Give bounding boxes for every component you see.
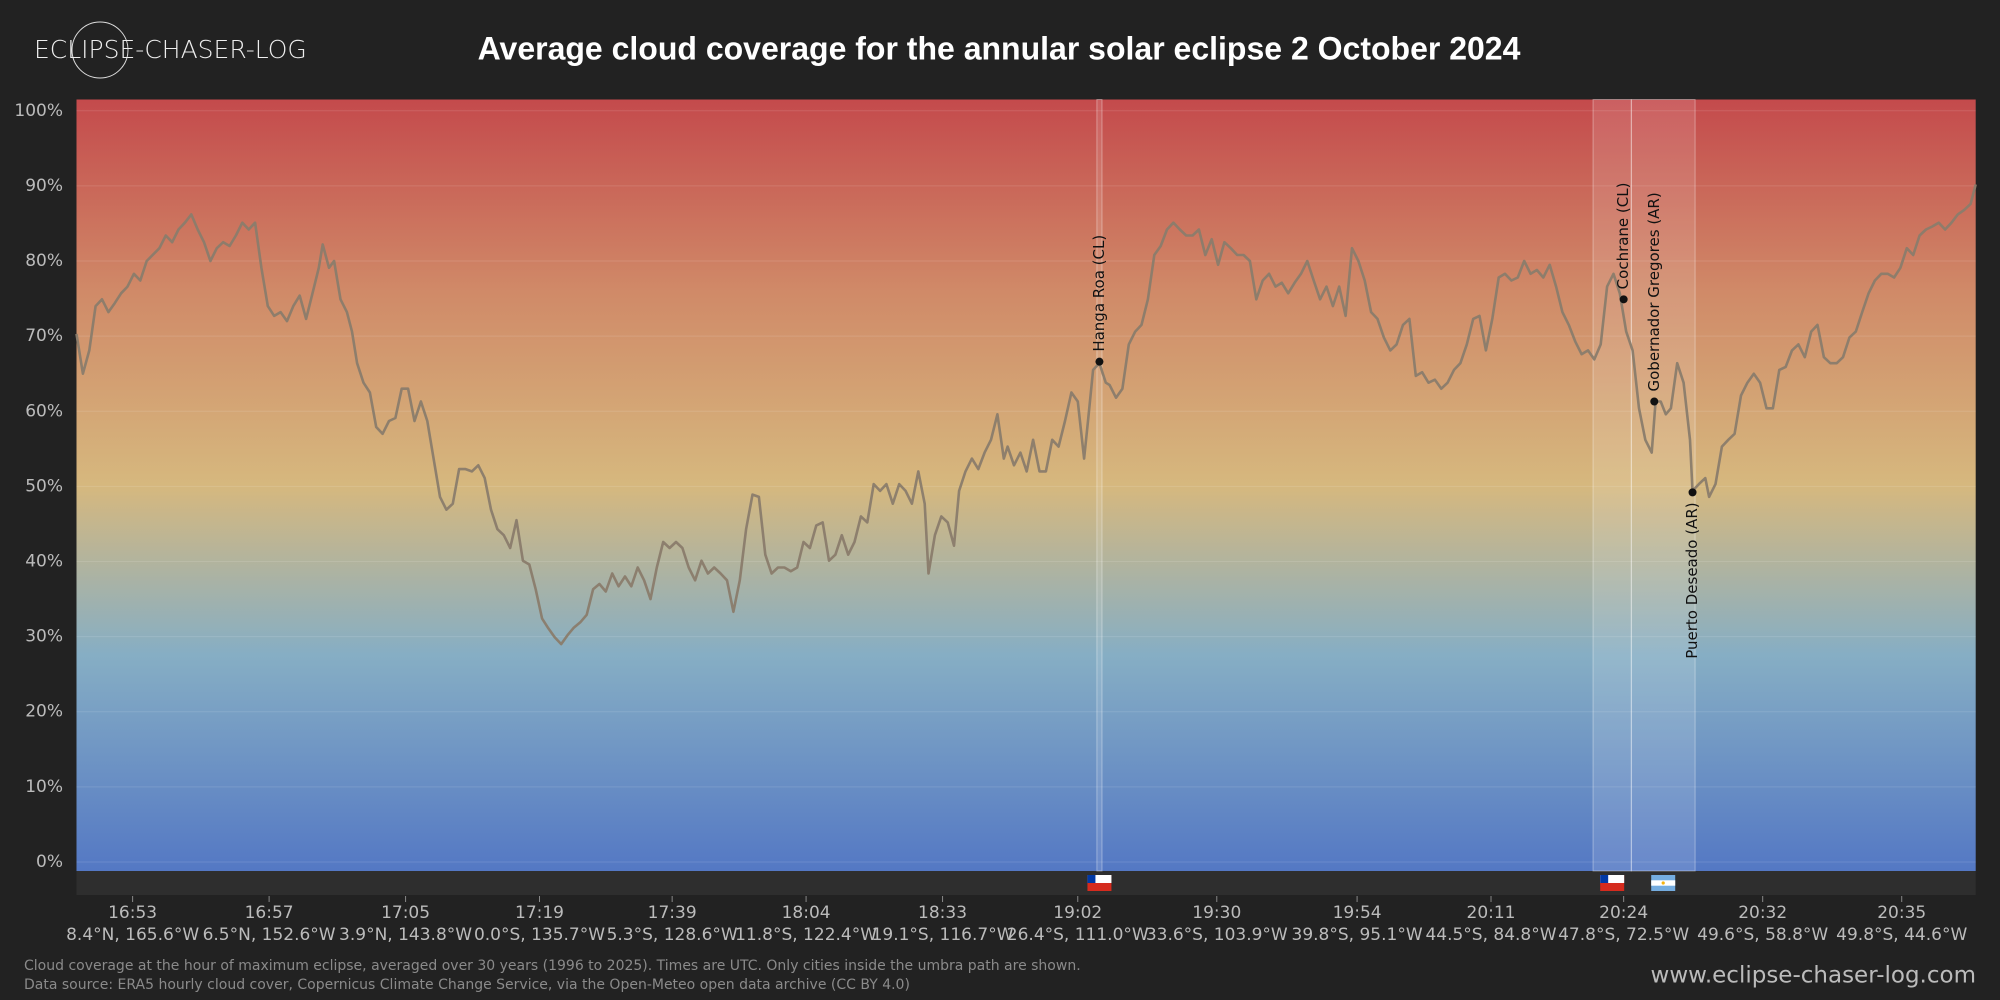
- x-tick-label: 18:04: [782, 903, 831, 923]
- flag: [1661, 881, 1665, 885]
- flag-strip: [76, 871, 1976, 895]
- x-tick-label: 20:11: [1467, 903, 1516, 923]
- y-tick-label: 90%: [25, 176, 63, 196]
- x-tick-label: 20:24: [1599, 903, 1648, 923]
- x-tick-label: 19:30: [1192, 903, 1241, 923]
- x-tick-sublabel: 49.8°S, 44.6°W: [1836, 925, 1967, 945]
- x-tick-label: 17:19: [515, 903, 564, 923]
- flag: [1600, 875, 1625, 883]
- y-tick-label: 20%: [25, 702, 63, 722]
- x-tick-sublabel: 3.9°N, 143.8°W: [339, 925, 472, 945]
- x-tick-label: 18:33: [918, 903, 967, 923]
- x-tick-label: 19:54: [1333, 903, 1382, 923]
- cloud-line: [75, 184, 1977, 646]
- x-tick-sublabel: 47.8°S, 72.5°W: [1558, 925, 1689, 945]
- y-tick-label: 60%: [25, 401, 63, 421]
- y-tick-label: 10%: [25, 777, 63, 797]
- x-tick-sublabel: 5.3°S, 128.6°W: [607, 925, 738, 945]
- x-tick-label: 17:05: [381, 903, 430, 923]
- x-tick-label: 19:02: [1053, 903, 1102, 923]
- x-tick-label: 16:57: [245, 903, 294, 923]
- y-tick-label: 70%: [25, 326, 63, 346]
- y-tick-label: 50%: [25, 476, 63, 496]
- umbra-region: [1096, 99, 1103, 872]
- x-tick-sublabel: 33.6°S, 103.9°W: [1146, 925, 1288, 945]
- x-tick-sublabel: 19.1°S, 116.7°W: [872, 925, 1014, 945]
- y-tick-label: 30%: [25, 627, 63, 647]
- city-label: Gobernador Gregores (AR): [1645, 192, 1663, 391]
- x-tick-label: 20:35: [1877, 903, 1926, 923]
- footer-note: Cloud coverage at the hour of maximum ec…: [24, 958, 1081, 974]
- flag: [1087, 875, 1096, 883]
- logo-ring: [71, 21, 129, 79]
- flag: [1600, 875, 1609, 883]
- footer-note: Data source: ERA5 hourly cloud cover, Co…: [24, 977, 910, 993]
- x-tick-sublabel: 39.8°S, 95.1°W: [1292, 925, 1423, 945]
- y-tick-label: 0%: [36, 852, 63, 872]
- city-point: [1095, 357, 1104, 366]
- y-tick-label: 40%: [25, 551, 63, 571]
- x-tick-sublabel: 8.4°N, 165.6°W: [66, 925, 199, 945]
- y-tick-label: 80%: [25, 251, 63, 271]
- umbra-region: [1592, 99, 1632, 872]
- url: www.eclipse-chaser-log.com: [1651, 963, 1976, 989]
- x-tick-sublabel: 49.6°S, 58.8°W: [1697, 925, 1828, 945]
- x-tick-sublabel: 44.5°S, 84.8°W: [1425, 925, 1556, 945]
- region-flag: [1600, 875, 1625, 891]
- city-point: [1688, 488, 1697, 497]
- chart-title: Average cloud coverage for the annular s…: [478, 30, 1521, 66]
- city-point: [1650, 397, 1659, 406]
- x-tick-sublabel: 6.5°N, 152.6°W: [203, 925, 336, 945]
- x-tick-sublabel: 0.0°S, 135.7°W: [474, 925, 605, 945]
- x-tick-label: 20:32: [1738, 903, 1787, 923]
- city-label: Cochrane (CL): [1614, 183, 1632, 290]
- x-tick-sublabel: 26.4°S, 111.0°W: [1007, 925, 1149, 945]
- region-flag: [1087, 875, 1112, 891]
- y-tick-label: 100%: [14, 101, 63, 121]
- logo: ECLIPSE-CHASER-LOG: [34, 35, 307, 64]
- flag: [1087, 875, 1112, 883]
- x-tick-label: 16:53: [108, 903, 157, 923]
- x-tick-label: 17:39: [648, 903, 697, 923]
- region-flag: [1651, 875, 1676, 891]
- plot-area: [76, 99, 1976, 871]
- city-point: [1619, 295, 1628, 304]
- x-tick-sublabel: 11.8°S, 122.4°W: [735, 925, 877, 945]
- city-label: Puerto Deseado (AR): [1683, 502, 1701, 658]
- umbra-region: [1630, 99, 1696, 872]
- city-label: Hanga Roa (CL): [1090, 235, 1108, 352]
